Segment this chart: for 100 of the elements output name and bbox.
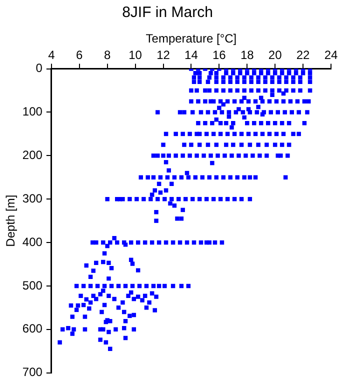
point <box>238 71 242 76</box>
point <box>296 110 301 114</box>
point <box>308 71 312 76</box>
point <box>277 88 282 93</box>
point <box>245 71 250 76</box>
point <box>161 154 166 158</box>
point <box>308 80 312 84</box>
point <box>214 142 218 147</box>
point <box>179 216 184 221</box>
point <box>221 80 226 84</box>
point <box>196 120 200 126</box>
point <box>230 154 234 158</box>
point <box>284 88 288 93</box>
point <box>156 196 160 202</box>
point <box>197 142 202 147</box>
point <box>270 92 274 97</box>
point <box>221 88 226 93</box>
point <box>189 88 194 93</box>
point <box>210 160 214 166</box>
x-tick-label: 20 <box>268 48 282 62</box>
point <box>291 75 296 80</box>
point <box>162 284 167 288</box>
point <box>203 99 208 104</box>
point <box>170 196 174 202</box>
point <box>266 71 270 76</box>
point <box>170 182 174 186</box>
point <box>231 71 236 76</box>
point <box>286 142 292 147</box>
point <box>236 107 241 112</box>
point <box>228 88 232 93</box>
point <box>268 110 274 114</box>
point <box>296 132 301 136</box>
point <box>105 244 110 248</box>
point <box>120 196 125 202</box>
point <box>94 240 98 245</box>
x-tick-label: 24 <box>324 48 338 62</box>
point <box>235 75 240 80</box>
point <box>277 80 282 84</box>
point <box>276 110 280 114</box>
point <box>203 120 208 126</box>
x-tick-label: 4 <box>48 48 56 62</box>
point <box>252 71 256 76</box>
y-tick-label: 0 <box>36 61 43 76</box>
point <box>150 192 154 197</box>
point <box>226 110 232 114</box>
point <box>284 80 288 84</box>
y-tick-label: 200 <box>22 148 43 162</box>
point <box>212 110 218 114</box>
point <box>294 71 298 76</box>
chart-title: 8JIF in March <box>122 4 213 22</box>
point <box>188 132 192 136</box>
point <box>231 120 236 126</box>
point <box>291 88 296 93</box>
point <box>152 188 157 193</box>
point <box>178 110 182 114</box>
point <box>284 75 288 80</box>
point <box>198 110 204 114</box>
x-tick-label: 10 <box>128 48 142 62</box>
point <box>182 110 186 114</box>
y-tick-label: 500 <box>22 278 43 292</box>
point <box>242 88 246 93</box>
point <box>214 71 218 76</box>
point <box>221 175 226 180</box>
point <box>166 168 171 173</box>
point <box>192 80 196 84</box>
point <box>210 120 214 126</box>
point <box>166 154 171 158</box>
point <box>250 154 255 158</box>
point <box>190 110 195 114</box>
point <box>254 110 260 114</box>
x-axis-title: Temperature [°C] <box>146 32 237 46</box>
point <box>249 75 254 80</box>
x-tick-label: 16 <box>212 48 226 62</box>
point <box>263 88 268 93</box>
point <box>154 210 158 214</box>
point <box>235 175 240 180</box>
point <box>263 75 268 80</box>
point <box>224 142 228 147</box>
point <box>270 88 274 93</box>
point <box>220 110 224 114</box>
x-tick-label: 8 <box>104 48 111 62</box>
point <box>175 216 180 221</box>
y-tick-label: 100 <box>22 104 43 119</box>
point <box>202 154 206 158</box>
point <box>176 196 181 202</box>
point <box>154 218 158 223</box>
point <box>189 99 194 104</box>
point <box>306 99 311 104</box>
point <box>249 80 254 84</box>
point <box>222 154 227 158</box>
point <box>224 71 228 76</box>
point <box>164 160 168 164</box>
point <box>270 75 274 80</box>
x-tick-label: 12 <box>156 48 170 62</box>
point <box>290 110 294 114</box>
point <box>101 240 106 245</box>
point <box>162 196 167 202</box>
point <box>264 142 269 147</box>
point <box>256 104 260 110</box>
point <box>248 142 252 147</box>
